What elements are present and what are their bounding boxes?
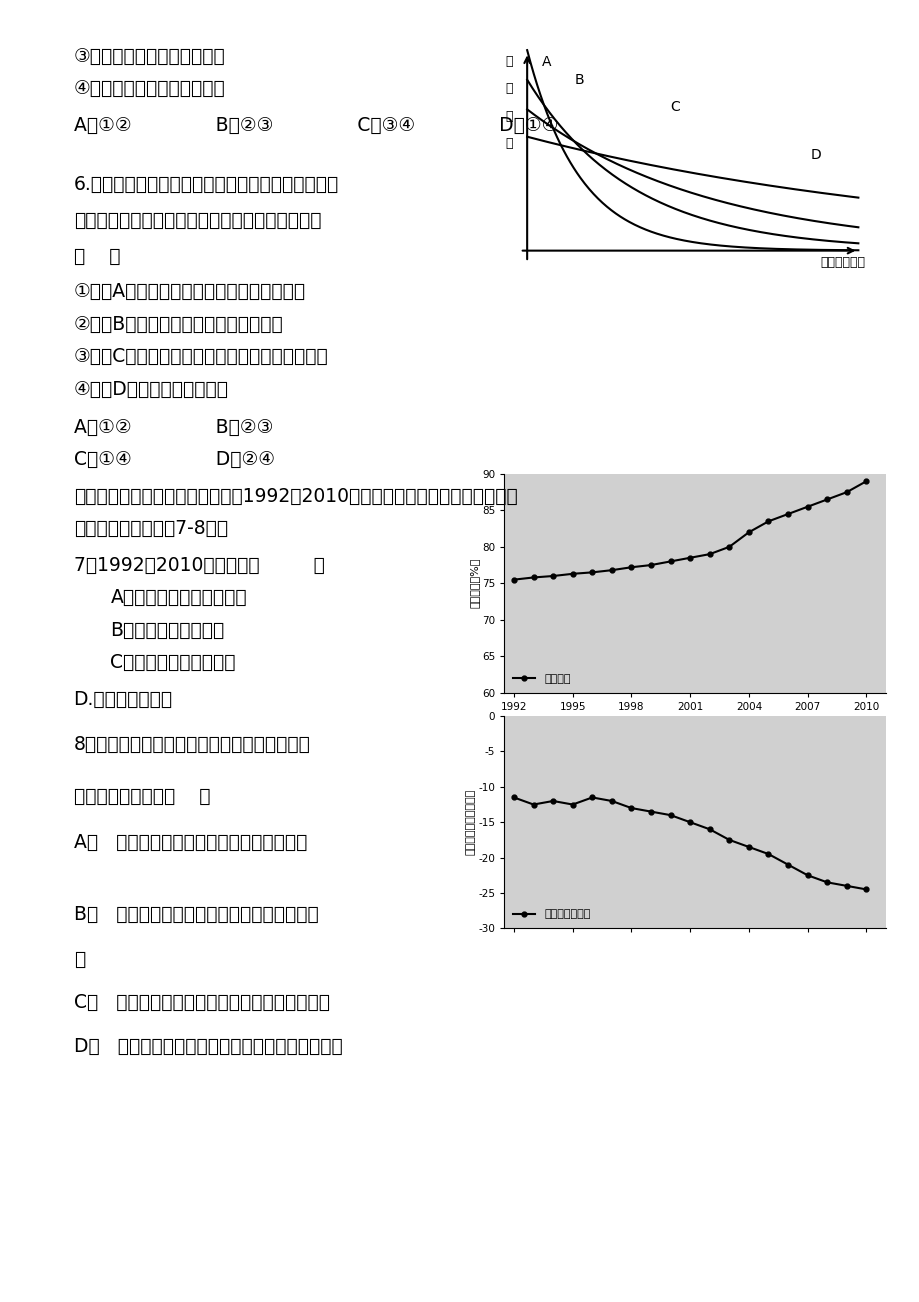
Text: 力: 力 xyxy=(505,137,512,150)
Text: B: B xyxy=(574,73,584,87)
Text: ③活动C对交通的依赖性较大，往往安排在市中心: ③活动C对交通的依赖性较大，往往安排在市中心 xyxy=(74,348,328,366)
Text: （    ）: （ ） xyxy=(74,247,120,266)
Text: C．   过度开采地下水导致了地下水埋藏深度下降: C． 过度开采地下水导致了地下水埋藏深度下降 xyxy=(74,993,329,1012)
Text: ④改善男女性别比例失衡状况: ④改善男女性别比例失衡状况 xyxy=(74,79,225,98)
Text: B．城市化率不断下降: B．城市化率不断下降 xyxy=(110,621,224,639)
Text: 8．北京地下水埋藏深度与城市化具有关联性，: 8．北京地下水埋藏深度与城市化具有关联性， xyxy=(74,736,310,754)
Text: B．   生产生活污水排放使得地下水埋藏深度上: B． 生产生活污水排放使得地下水埋藏深度上 xyxy=(74,905,318,923)
Text: 7．1992－2010年，北京（         ）: 7．1992－2010年，北京（ ） xyxy=(74,556,324,574)
Text: C: C xyxy=(670,100,680,115)
Text: C．城市化速度不断下降: C．城市化速度不断下降 xyxy=(110,654,235,672)
Text: 力随与市中心距离递减示意图。下列叙述正确的是: 力随与市中心距离递减示意图。下列叙述正确的是 xyxy=(74,211,321,229)
Text: A．①②              B．②③: A．①② B．②③ xyxy=(74,418,273,436)
Text: A．城市化经历了四个阶段: A．城市化经历了四个阶段 xyxy=(110,589,247,607)
Text: ②活动B是城市中最广泛的土地利用方式: ②活动B是城市中最广泛的土地利用方式 xyxy=(74,315,283,333)
Text: 6.右图是商业、工业、居住和农业四种活动的付租能: 6.右图是商业、工业、居住和农业四种活动的付租能 xyxy=(74,176,338,194)
Text: 变化图。读图，完成7-8题。: 变化图。读图，完成7-8题。 xyxy=(74,519,228,538)
Text: ③缓解劳动人口比重减少趋势: ③缓解劳动人口比重减少趋势 xyxy=(74,47,225,65)
Text: A．   跨流域调水引起了地下水埋藏深度上升: A． 跨流域调水引起了地下水埋藏深度上升 xyxy=(74,833,307,852)
Text: 下列叙述正确的是（    ）: 下列叙述正确的是（ ） xyxy=(74,788,210,806)
Text: A．①②              B．②③              C．③④              D．①④: A．①② B．②③ C．③④ D．①④ xyxy=(74,116,557,134)
Text: D: D xyxy=(810,148,821,163)
Text: ①活动A的区位有不断向城市外缘移动的趋势: ①活动A的区位有不断向城市外缘移动的趋势 xyxy=(74,283,305,301)
Text: 租: 租 xyxy=(505,82,512,95)
Text: D．   城市绿地面积扩大造成了地下水埋藏深度下降: D． 城市绿地面积扩大造成了地下水埋藏深度下降 xyxy=(74,1038,342,1056)
Text: 城市化率反映城市化水平。下图为1992－2010年北京市城市化率及雨水埋藏深度: 城市化率反映城市化水平。下图为1992－2010年北京市城市化率及雨水埋藏深度 xyxy=(74,487,516,505)
Text: 升: 升 xyxy=(74,950,85,969)
Legend: 地下水埋藏深度: 地下水埋藏深度 xyxy=(509,906,594,923)
Text: 付: 付 xyxy=(505,55,512,68)
Text: A: A xyxy=(541,55,550,69)
Text: 与市中心距离: 与市中心距离 xyxy=(820,256,865,268)
Y-axis label: 地下水埋藏深度（米）: 地下水埋藏深度（米） xyxy=(465,789,475,855)
Text: D.城市化水平较高: D.城市化水平较高 xyxy=(74,690,173,708)
Text: C．①④              D．②④: C．①④ D．②④ xyxy=(74,450,274,469)
Legend: 城市化率: 城市化率 xyxy=(509,671,573,687)
Text: 能: 能 xyxy=(505,109,512,122)
Text: ④活动D受自然条件影响较大: ④活动D受自然条件影响较大 xyxy=(74,380,228,398)
Y-axis label: 城市化率（%）: 城市化率（%） xyxy=(469,559,479,608)
